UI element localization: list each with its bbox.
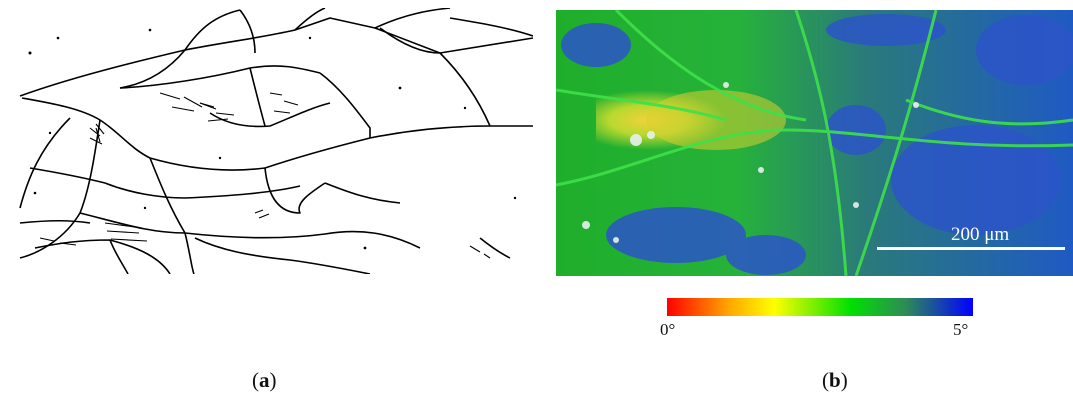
scale-bar-label: 200 μm	[951, 224, 1010, 245]
caption-a-open: (	[252, 368, 259, 392]
misorientation-image	[556, 10, 1073, 276]
caption-b: (b)	[822, 368, 848, 393]
color-legend-gradient	[667, 298, 973, 316]
caption-b-close: )	[840, 368, 848, 392]
caption-a-letter: a	[259, 368, 270, 392]
caption-b-open: (	[822, 368, 829, 392]
grain-boundary-map	[10, 8, 533, 274]
caption-a: (a)	[252, 368, 277, 393]
color-legend-bar	[667, 298, 973, 316]
scale-bar	[877, 247, 1065, 250]
color-legend-min-label: 0°	[660, 320, 676, 339]
color-legend-max-label: 5°	[953, 320, 969, 339]
caption-b-letter: b	[829, 368, 841, 392]
grain-boundary-lines	[19, 8, 533, 274]
misorientation-map: 200 μm	[556, 10, 1073, 276]
caption-a-close: )	[269, 368, 277, 392]
